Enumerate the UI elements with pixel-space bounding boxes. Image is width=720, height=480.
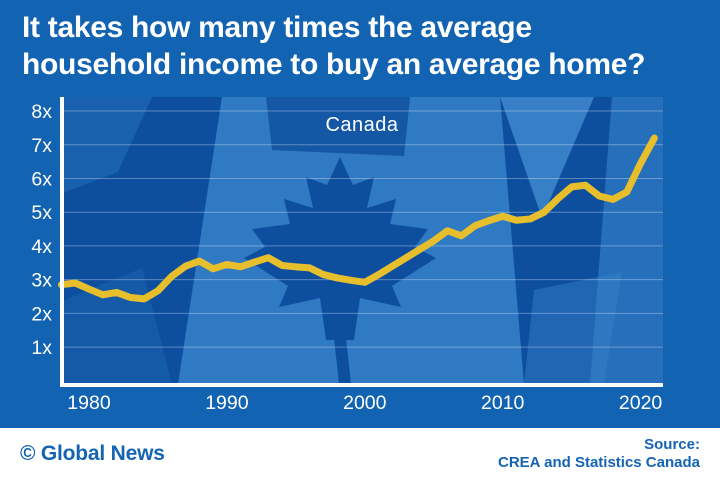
chart: 1x 2x 3x 4x 5x 6x 7x 8x 1980 1990 2000 2010 2020 <box>31 97 663 414</box>
y-tick-label: 6x <box>31 168 52 190</box>
y-tick-label: 5x <box>31 202 52 224</box>
y-tick-label: 7x <box>31 135 52 157</box>
data-line-canada <box>57 134 658 303</box>
global-news-logo: © Global News <box>20 442 165 465</box>
x-tick-label: 2020 <box>619 392 663 414</box>
y-tick-label: 8x <box>31 101 52 123</box>
series-label-canada: Canada <box>325 114 399 136</box>
x-tick-label: 1990 <box>205 392 249 414</box>
gridlines <box>60 110 663 348</box>
y-tick-label: 4x <box>31 236 52 258</box>
footer-bar: © Global News Source: CREA and Statistic… <box>0 428 720 480</box>
data-series <box>57 134 658 303</box>
y-tick-label: 3x <box>31 270 52 292</box>
x-tick-label: 2010 <box>481 392 525 414</box>
y-axis-line <box>60 97 64 387</box>
source-value: CREA and Statistics Canada <box>498 454 700 471</box>
chart-title-line-1: It takes how many times the average <box>22 11 532 44</box>
chart-title: It takes how many times the average hous… <box>22 9 712 83</box>
chart-title-line-2: household income to buy an average home? <box>22 48 646 81</box>
x-axis-line <box>60 383 663 387</box>
y-tick-label: 1x <box>31 337 52 359</box>
y-tick-label: 2x <box>31 303 52 325</box>
source-attribution: Source: CREA and Statistics Canada <box>498 436 700 472</box>
plot-background-flag-watermark <box>60 97 663 384</box>
source-label: Source: <box>644 436 700 453</box>
x-tick-label: 1980 <box>67 392 111 414</box>
axis-tick-labels: 1x 2x 3x 4x 5x 6x 7x 8x 1980 1990 2000 2010 2020 <box>31 101 662 414</box>
x-tick-label: 2000 <box>343 392 387 414</box>
